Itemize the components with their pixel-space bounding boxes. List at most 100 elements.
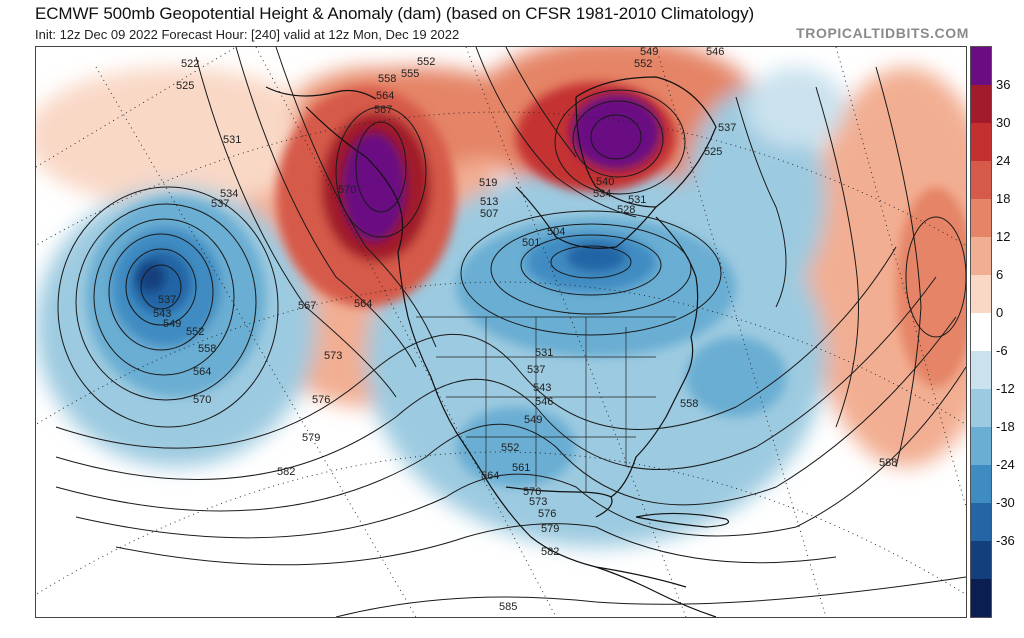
colorbar-segment — [971, 275, 991, 313]
colorbar-segment — [971, 351, 991, 389]
colorbar-segment — [971, 123, 991, 161]
contour-label: 576 — [312, 394, 330, 406]
forecast-info: Init: 12z Dec 09 2022 Forecast Hour: [24… — [35, 27, 460, 42]
contour-label: 549 — [640, 47, 658, 58]
contour-label: 522 — [181, 58, 199, 70]
west-coast — [305, 106, 687, 588]
colorbar-segment — [971, 237, 991, 275]
colorbar-segment — [971, 465, 991, 503]
colorbar-segment — [971, 85, 991, 123]
contour-label: 555 — [401, 68, 419, 80]
source-watermark: TROPICALTIDBITS.COM — [796, 25, 969, 41]
gulf-coast — [505, 486, 613, 518]
contour-label: 537 — [718, 122, 736, 134]
contour-label: 570 — [193, 394, 211, 406]
map-canvas: 522 525 531 534 537 537 543 549 552 558 … — [36, 47, 966, 617]
colorbar-tick-label: 24 — [996, 153, 1011, 168]
contour-label: 579 — [302, 432, 320, 444]
colorbar-tick-label: 0 — [996, 305, 1004, 320]
colorbar-segment — [971, 503, 991, 541]
contour-label: 573 — [529, 496, 547, 508]
colorbar-tick-label: -18 — [996, 419, 1015, 434]
colorbar-segment — [971, 541, 991, 579]
colorbar-segment — [971, 161, 991, 199]
contour-label: 537 — [158, 294, 176, 306]
colorbar-tick-label: -24 — [996, 457, 1015, 472]
anomaly-colorbar — [970, 46, 992, 618]
colorbar-tick-label: 18 — [996, 191, 1011, 206]
page-title: ECMWF 500mb Geopotential Height & Anomal… — [35, 4, 755, 23]
contour-label: 585 — [499, 601, 517, 613]
contour-label: 570 — [523, 486, 541, 498]
anomaly-max-greenland — [571, 94, 661, 170]
colorbar-tick-label: 36 — [996, 77, 1011, 92]
contour-label: 540 — [596, 176, 614, 188]
contour-label: 525 — [176, 80, 194, 92]
colorbar-tick-label: -6 — [996, 343, 1008, 358]
contour-label: 525 — [704, 146, 722, 158]
contour-hudson-low — [550, 245, 632, 279]
colorbar-tick-label: 12 — [996, 229, 1011, 244]
contour-pacific-low — [140, 264, 182, 310]
contour-label: 552 — [634, 58, 652, 70]
contour-west-ridge — [355, 121, 407, 213]
colorbar-tick-label: -36 — [996, 533, 1015, 548]
contour-label: 564 — [376, 90, 394, 102]
contour-label: 561 — [512, 462, 530, 474]
contour-label: 543 — [153, 308, 171, 320]
contour-label: 579 — [541, 523, 559, 535]
contour-label: 549 — [163, 318, 181, 330]
forecast-map: 522 525 531 534 537 537 543 549 552 558 … — [35, 46, 967, 618]
contour-label: 513 — [480, 196, 498, 208]
colorbar-segment — [971, 47, 991, 85]
contour-label: 531 — [628, 194, 646, 206]
colorbar-segment — [971, 389, 991, 427]
contour-label: 507 — [480, 208, 498, 220]
east-coast — [610, 216, 699, 498]
contour-label: 531 — [535, 347, 553, 359]
contour-label: 537 — [527, 364, 545, 376]
contour-label: 531 — [223, 134, 241, 146]
contour-labels: 522 525 531 534 537 537 543 549 552 558 … — [153, 47, 897, 613]
contour-label: 501 — [522, 237, 540, 249]
height-contours — [55, 47, 966, 617]
contour-label: 570 — [338, 184, 356, 196]
contour-label: 582 — [277, 466, 295, 478]
contour-label: 534 — [220, 188, 238, 200]
colorbar-segment — [971, 579, 991, 617]
contour-label: 528 — [617, 204, 635, 216]
contour-label: 552 — [501, 442, 519, 454]
contour-label: 564 — [354, 298, 372, 310]
colorbar-segment — [971, 199, 991, 237]
political-borders — [416, 316, 676, 492]
contour-label: 519 — [479, 177, 497, 189]
contour-label: 543 — [533, 382, 551, 394]
contour-label: 564 — [481, 470, 499, 482]
cuba — [635, 512, 730, 528]
colorbar-segment — [971, 313, 991, 351]
contour-label: 576 — [538, 508, 556, 520]
contour-label: 552 — [417, 56, 435, 68]
anomaly-max-west-ridge — [342, 132, 406, 242]
contour-label: 546 — [706, 47, 724, 58]
contour-label: 567 — [298, 300, 316, 312]
contour-label: 588 — [879, 457, 897, 469]
contour-label: 549 — [524, 414, 542, 426]
contour-label: 552 — [186, 326, 204, 338]
colorbar-tick-label: -30 — [996, 495, 1015, 510]
contour-label: 582 — [541, 546, 559, 558]
contour-greenland-high — [590, 114, 642, 160]
colorbar-tick-label: 6 — [996, 267, 1004, 282]
contour-label: 573 — [324, 350, 342, 362]
contour-label: 558 — [198, 343, 216, 355]
coastlines — [265, 76, 730, 617]
contour-label: 558 — [378, 73, 396, 85]
contour-label: 564 — [193, 366, 211, 378]
contour-label: 567 — [374, 104, 392, 116]
colorbar-segment — [971, 427, 991, 465]
greenland — [575, 76, 717, 208]
central-america — [595, 566, 717, 617]
colorbar-tick-label: 30 — [996, 115, 1011, 130]
contour-label: 546 — [535, 396, 553, 408]
contour-label: 537 — [211, 198, 229, 210]
